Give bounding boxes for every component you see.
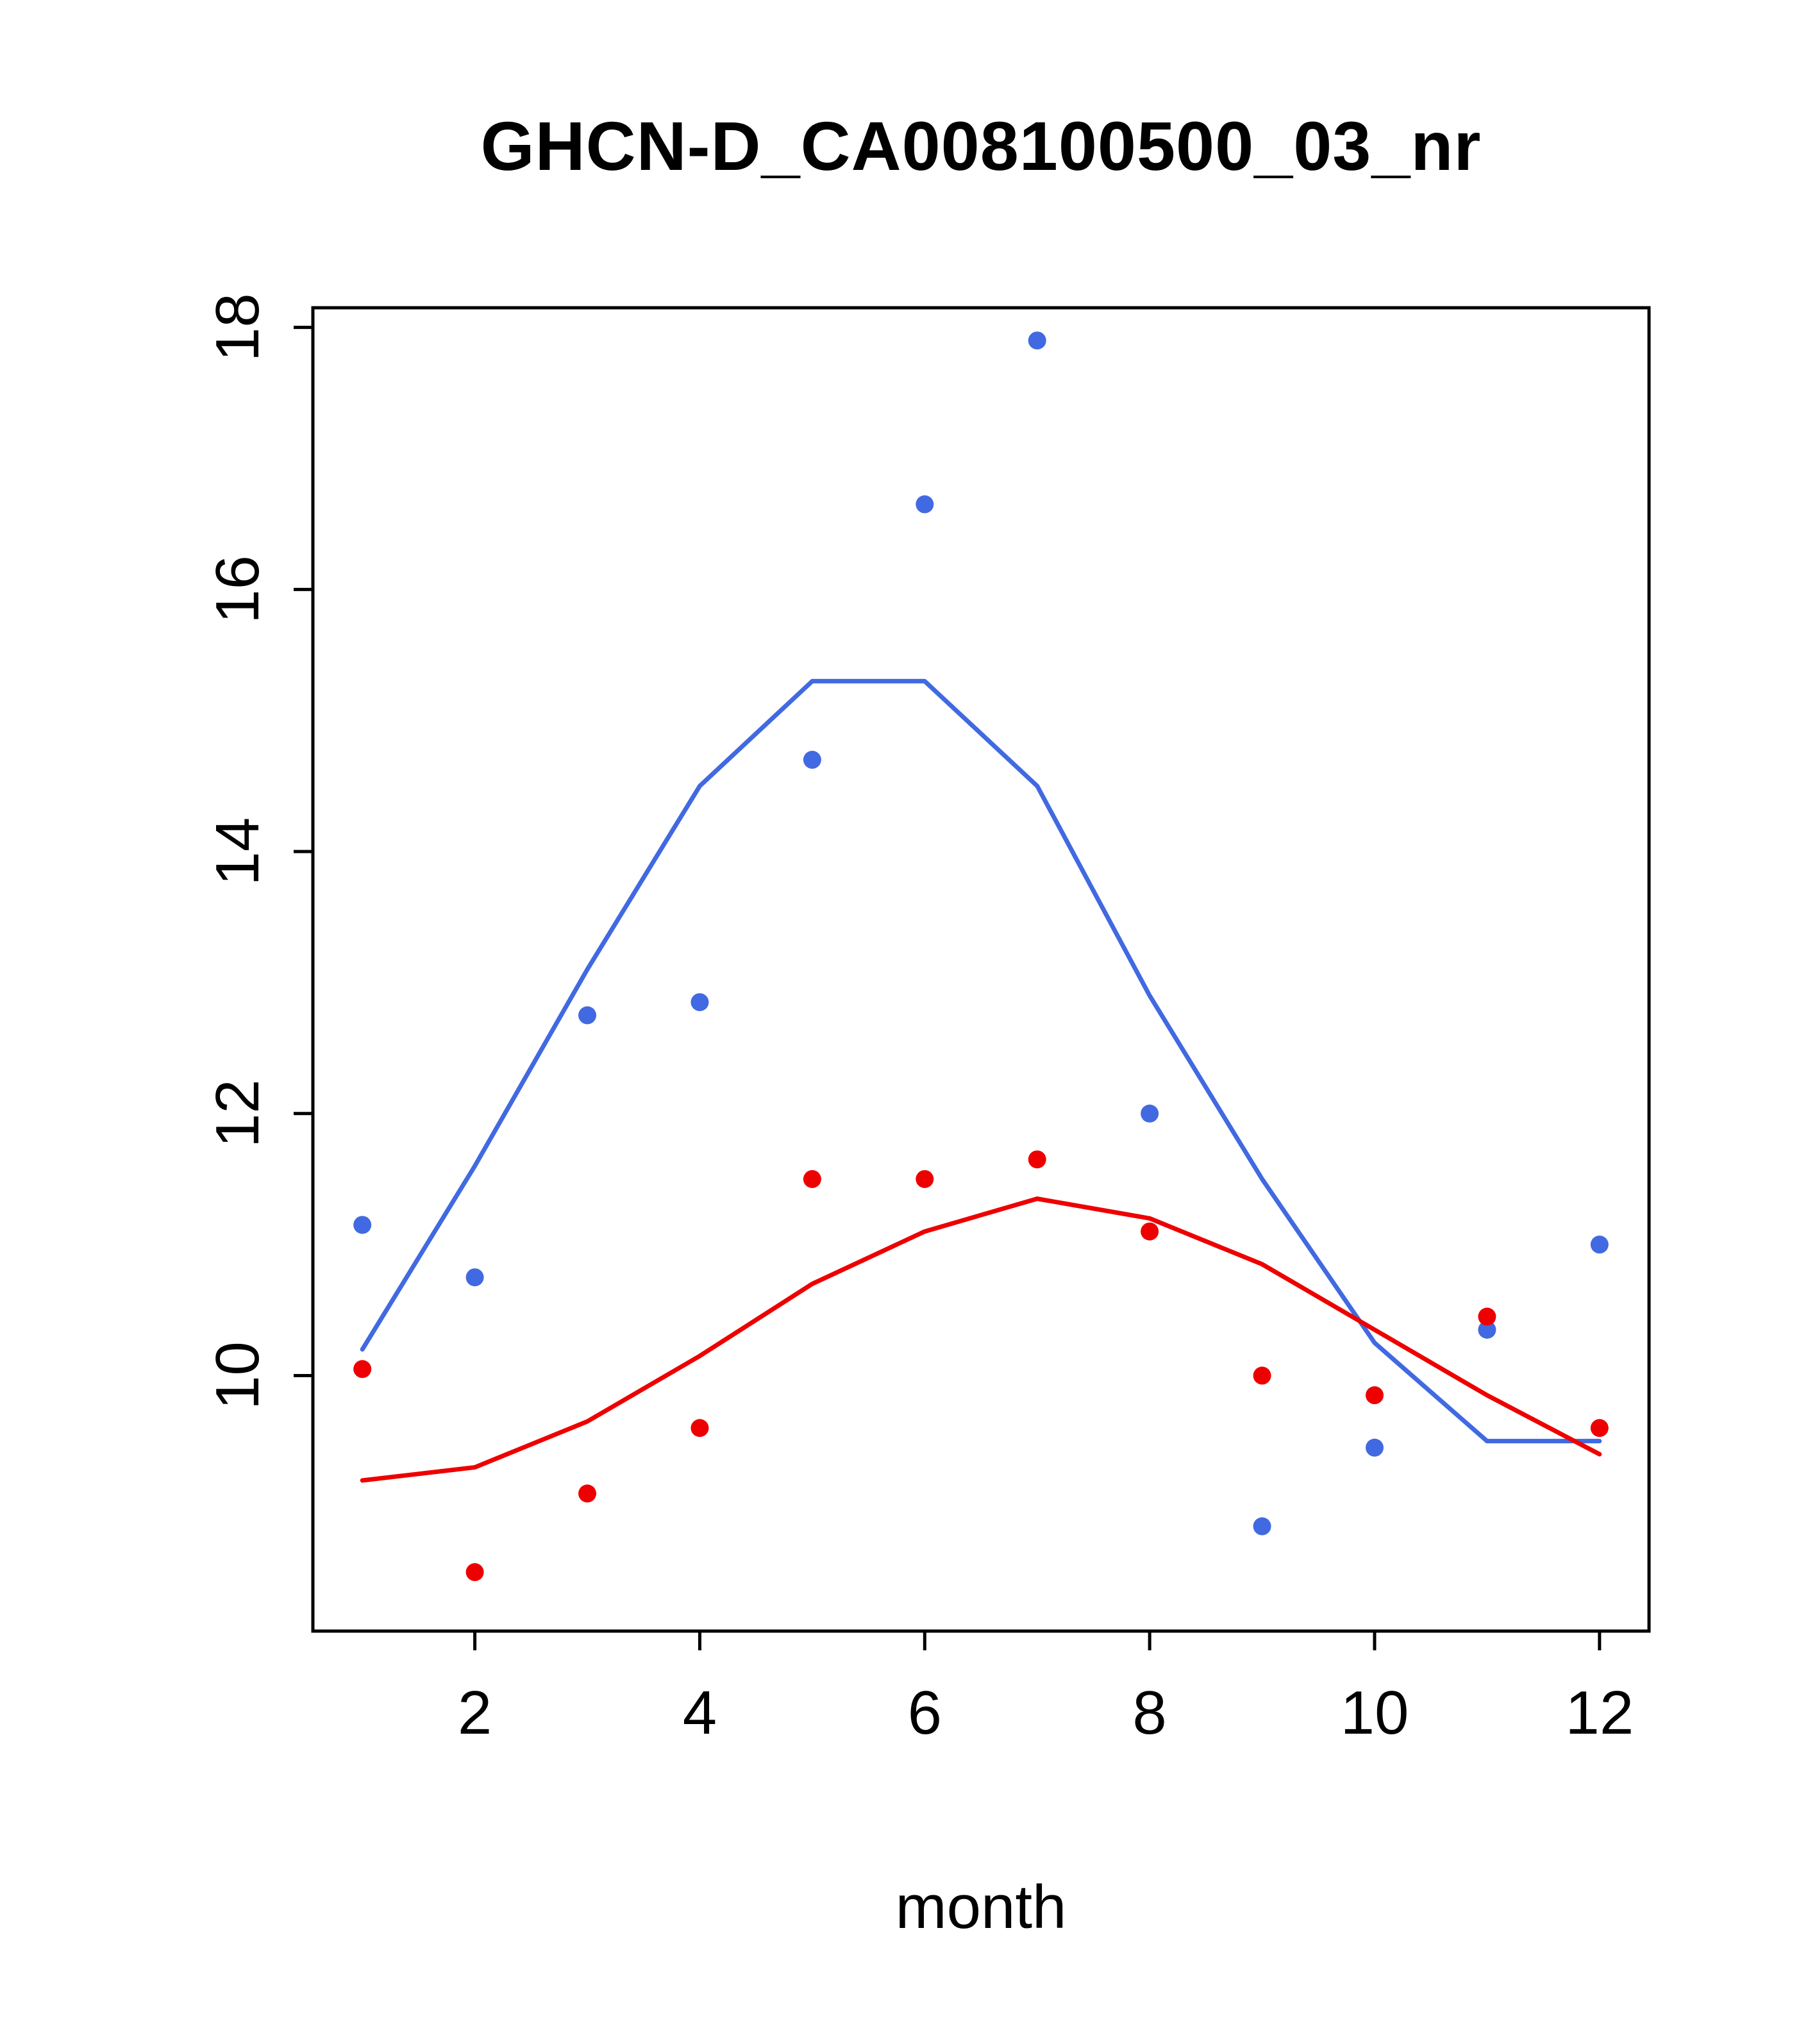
red-point: [803, 1169, 821, 1188]
plot-box: [311, 306, 1651, 1633]
blue-point: [803, 751, 821, 769]
red-point: [353, 1360, 372, 1378]
red-point: [465, 1563, 484, 1582]
y-tick-label: 10: [203, 1341, 272, 1410]
red-point: [1028, 1150, 1046, 1169]
chart-title: GHCN-D_CA008100500_03_nr: [480, 107, 1482, 185]
x-tick-label: 4: [683, 1679, 717, 1747]
blue-point: [1478, 1320, 1496, 1339]
red-point: [1478, 1307, 1496, 1326]
red-point: [1253, 1366, 1271, 1385]
blue-point: [1590, 1236, 1609, 1254]
x-tick-label: 2: [458, 1679, 492, 1747]
blue-point: [353, 1216, 372, 1234]
y-tick-label: 12: [203, 1079, 272, 1148]
red-point: [578, 1484, 597, 1503]
blue-point: [1141, 1104, 1159, 1123]
red-point: [691, 1419, 709, 1437]
red-point: [1590, 1419, 1609, 1437]
red-point: [916, 1169, 934, 1188]
blue-point: [1253, 1517, 1271, 1536]
x-tick-label: 8: [1132, 1679, 1166, 1747]
y-tick-label: 16: [203, 555, 272, 624]
blue-point: [1365, 1438, 1384, 1457]
red-smooth-line: [360, 1196, 1602, 1483]
x-tick-label: 6: [908, 1679, 942, 1747]
x-axis-label: month: [895, 1873, 1067, 1941]
blue-point: [916, 495, 934, 514]
x-tick-label: 10: [1341, 1679, 1409, 1747]
blue-point: [578, 1006, 597, 1025]
blue-smooth-line: [360, 678, 1602, 1444]
blue-point: [1028, 331, 1046, 350]
blue-point: [465, 1268, 484, 1287]
x-tick-label: 12: [1565, 1679, 1634, 1747]
blue-point: [691, 993, 709, 1012]
y-tick-label: 14: [203, 817, 272, 886]
red-point: [1141, 1222, 1159, 1241]
y-tick-label: 18: [203, 293, 272, 362]
red-point: [1365, 1386, 1384, 1405]
